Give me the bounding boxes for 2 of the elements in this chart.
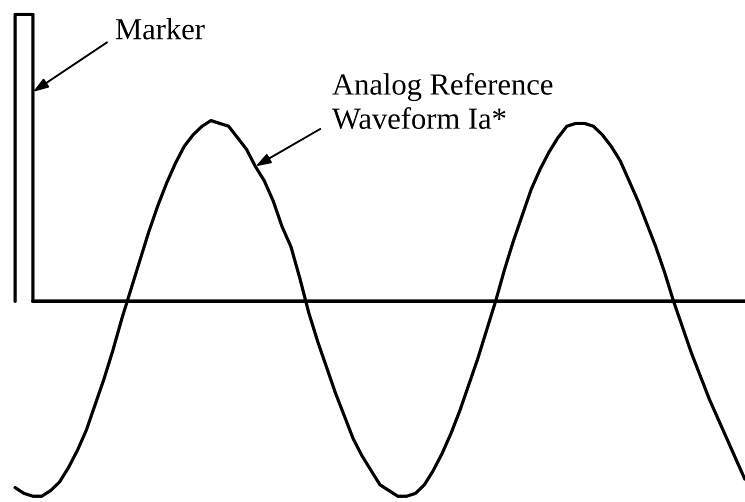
text: Marker <box>116 18 205 40</box>
series-label: Analog Reference Waveform Ia* <box>332 73 552 130</box>
